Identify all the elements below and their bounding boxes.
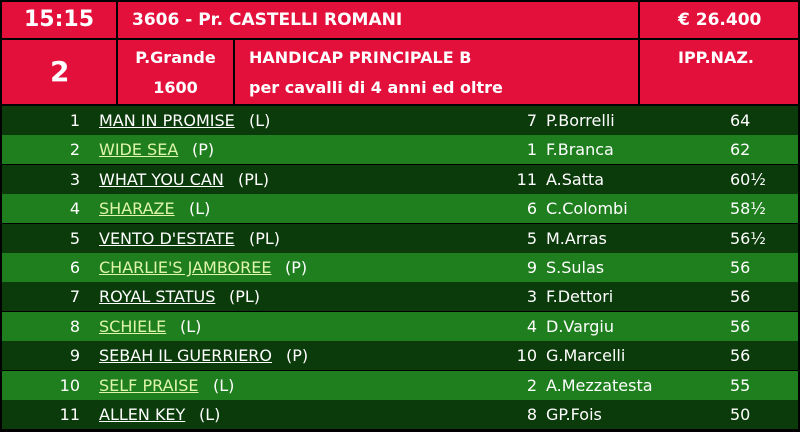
weight: 62 [730,140,751,160]
code: IPP.NAZ. [640,40,798,104]
horse-name[interactable]: MAN IN PROMISE [99,111,235,130]
horse-name[interactable]: SEBAH IL GUERRIERO [99,346,273,366]
time: 15:15 [2,2,116,38]
number: 9 [69,346,80,366]
prize: € 26.400 [640,2,798,38]
horse-name[interactable]: SELF PRAISE [99,375,199,395]
jockey: A.Mezzatesta [546,375,653,395]
equipment: (PL) [249,228,281,248]
race-title: 3606 - Pr. CASTELLI ROMANI [118,2,638,38]
runner-row: 1 MAN IN PROMISE (L) 7 P.Borrelli 64 [2,106,798,135]
runner-row: 5 VENTO D'ESTATE (PL) 5 M.Arras 56½ [2,223,798,253]
track: P.Grande [135,48,216,67]
jockey: G.Marcelli [546,346,626,366]
draw: 4 [526,316,537,336]
jockey: D.Vargiu [546,316,614,336]
draw: 6 [526,199,537,219]
jockey: GP.Fois [546,405,602,424]
horse-name[interactable]: WIDE SEA [99,140,179,160]
horse-name[interactable]: VENTO D'ESTATE [99,228,235,248]
number: 5 [69,228,80,248]
horse-name[interactable]: ROYAL STATUS [99,287,216,307]
number: 11 [59,405,80,424]
equipment: (L) [249,111,271,130]
draw: 5 [526,228,537,248]
draw: 10 [516,346,537,366]
race-number: 2 [2,40,116,104]
track-info: P.Grande 1600 [118,40,233,104]
horse-name[interactable]: SCHIELE [99,316,167,336]
race-conditions: HANDICAP PRINCIPALE B per cavalli di 4 a… [235,40,638,104]
equipment: (PL) [229,287,261,307]
runner-row: 3 WHAT YOU CAN (PL) 11 A.Satta 60½ [2,164,798,194]
weight: 64 [730,111,751,130]
runner-row: 6 CHARLIE'S JAMBOREE (P) 9 S.Sulas 56 [2,253,798,282]
weight: 56 [730,258,751,277]
draw: 2 [526,375,537,395]
jockey: F.Dettori [546,287,614,307]
weight: 55 [730,375,751,395]
number: 10 [59,375,80,395]
equipment: (P) [192,140,215,160]
horse-name[interactable]: ALLEN KEY [99,405,186,424]
jockey: P.Borrelli [546,111,615,130]
jockey: M.Arras [546,228,607,248]
runner-row: 4 SHARAZE (L) 6 C.Colombi 58½ [2,194,798,224]
weight: 56 [730,346,751,366]
equipment: (L) [180,316,202,336]
equipment: (L) [199,405,221,424]
jockey: C.Colombi [546,199,628,219]
number: 4 [69,199,80,219]
weight: 50 [730,405,751,424]
draw: 7 [526,111,537,130]
number: 7 [69,287,80,307]
draw: 11 [516,169,537,189]
conditions: per cavalli di 4 anni ed oltre [249,78,503,97]
weight: 58½ [730,199,766,219]
runner-row: 11 ALLEN KEY (L) 8 GP.Fois 50 [2,400,798,429]
horse-name[interactable]: WHAT YOU CAN [99,169,224,189]
number: 8 [69,316,80,336]
runner-row: 10 SELF PRAISE (L) 2 A.Mezzatesta 55 [2,370,798,400]
weight: 60½ [730,169,766,189]
weight: 56 [730,287,751,307]
jockey: F.Branca [546,140,614,160]
draw: 1 [526,140,537,160]
runner-row: 9 SEBAH IL GUERRIERO (P) 10 G.Marcelli 56 [2,341,798,371]
horse-name[interactable]: CHARLIE'S JAMBOREE [99,258,272,277]
equipment: (L) [189,199,211,219]
runner-row: 2 WIDE SEA (P) 1 F.Branca 62 [2,135,798,165]
distance: 1600 [153,78,198,97]
jockey: S.Sulas [546,258,605,277]
draw: 3 [526,287,537,307]
runner-row: 7 ROYAL STATUS (PL) 3 F.Dettori 56 [2,282,798,312]
equipment: (P) [285,258,308,277]
draw: 9 [526,258,537,277]
number: 6 [69,258,80,277]
weight: 56 [730,316,751,336]
jockey: A.Satta [546,169,605,189]
equipment: (PL) [238,169,270,189]
equipment: (L) [213,375,235,395]
number: 3 [69,169,80,189]
draw: 8 [526,405,537,424]
weight: 56½ [730,228,766,248]
runner-row: 8 SCHIELE (L) 4 D.Vargiu 56 [2,311,798,341]
equipment: (P) [286,346,309,366]
horse-name[interactable]: SHARAZE [99,199,175,219]
category: HANDICAP PRINCIPALE B [249,48,472,67]
number: 1 [69,111,80,130]
number: 2 [69,140,80,160]
